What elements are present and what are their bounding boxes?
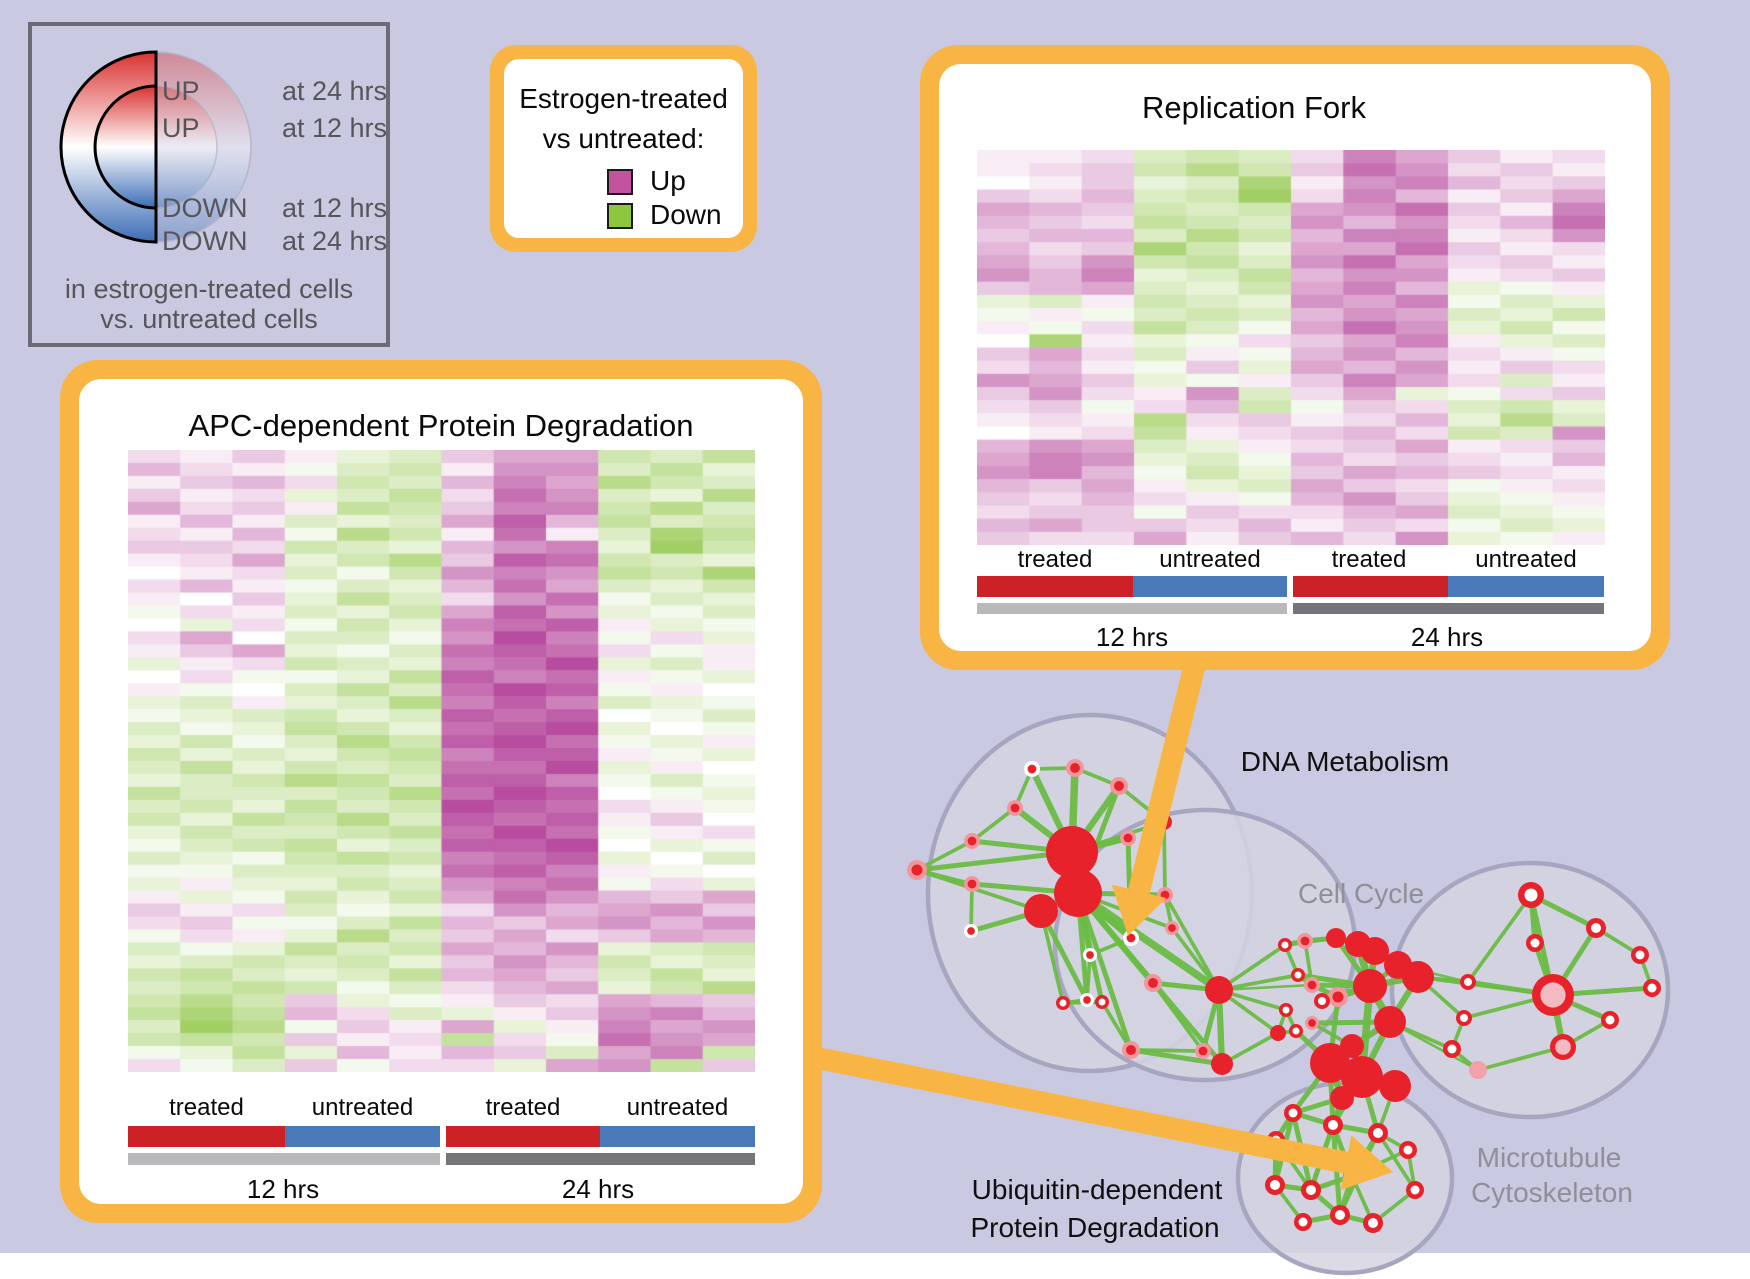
updown-legend-dir: DOWN — [162, 226, 248, 256]
estrogen-legend-box: Estrogen-treated vs untreated: Up Down — [490, 45, 757, 252]
apc-untreated-bar-12hrs — [285, 1126, 440, 1147]
rf-treated-bar-24hrs — [1293, 576, 1448, 597]
updown-legend-time: at 24 hrs — [281, 76, 387, 106]
estrogen-legend-inner: Estrogen-treated vs untreated: Up Down — [504, 59, 743, 238]
apc-group-label: treated — [485, 1094, 561, 1121]
apc-group-label: treated — [169, 1094, 244, 1121]
cluster-label-microtubule: Microtubule — [1476, 1142, 1622, 1173]
apc-title: APC-dependent Protein Degradation — [188, 408, 694, 443]
apc-heatmap — [128, 450, 755, 1072]
rf-24hrs-label: 24 hrs — [1410, 622, 1484, 652]
apc-12hrs-label: 12 hrs — [246, 1174, 320, 1204]
rf-untreated-bar-12hrs — [1133, 576, 1287, 597]
rf-group-label: treated — [1331, 546, 1407, 573]
updown-legend-time: at 24 hrs — [281, 226, 387, 256]
apc-group-label: untreated — [311, 1094, 414, 1121]
up-label: Up — [650, 165, 686, 196]
cluster-label-cytoskeleton: Cytoskeleton — [1471, 1177, 1633, 1208]
apc-group-label: untreated — [626, 1094, 729, 1121]
updown-legend-footer: vs. untreated cells — [100, 304, 318, 334]
down-label: Down — [650, 199, 722, 230]
updown-legend-dir: UP — [162, 76, 200, 106]
rf-12hrs-label: 12 hrs — [1095, 622, 1169, 652]
cluster-label-cell-cycle: Cell Cycle — [1297, 878, 1425, 909]
estrogen-legend-title: Estrogen-treated — [519, 83, 728, 114]
updown-legend-dir: UP — [162, 113, 200, 143]
rf-untreated-bar-24hrs — [1448, 576, 1604, 597]
apc-treated-bar-24hrs — [446, 1126, 600, 1147]
estrogen-legend-title: vs untreated: — [542, 123, 705, 154]
apc-24hrs-bar — [446, 1153, 755, 1165]
rf-12hrs-bar — [977, 603, 1287, 614]
updown-legend-time: at 12 hrs — [281, 193, 387, 223]
replication-fork-title: Replication Fork — [1142, 90, 1366, 125]
updown-legend-time: at 12 hrs — [281, 113, 387, 143]
apc-12hrs-bar — [128, 1153, 440, 1165]
rf-treated-bar-12hrs — [977, 576, 1133, 597]
updown-circles-graphic — [59, 50, 252, 244]
rf-group-label: untreated — [1159, 546, 1261, 573]
replication-fork-heatmap — [977, 150, 1605, 545]
cluster-label-dna-metabolism: DNA Metabolism — [1240, 746, 1450, 777]
updown-legend-footer: in estrogen-treated cells — [64, 274, 354, 304]
cluster-label-ubiquitin-line1: Ubiquitin-dependent — [971, 1174, 1223, 1205]
apc-untreated-bar-24hrs — [600, 1126, 755, 1147]
rf-group-label: untreated — [1475, 546, 1577, 573]
rf-24hrs-bar — [1293, 603, 1604, 614]
updown-legend-box: UP UP DOWN DOWN at 24 hrs at 12 hrs at 1… — [28, 22, 390, 347]
cluster-label-ubiquitin-line2: Protein Degradation — [970, 1212, 1220, 1243]
updown-legend-dir: DOWN — [162, 193, 248, 223]
up-color-swatch — [607, 169, 633, 195]
apc-24hrs-label: 24 hrs — [561, 1174, 635, 1204]
apc-treated-bar-12hrs — [128, 1126, 285, 1147]
rf-group-label: treated — [1017, 546, 1093, 573]
down-color-swatch — [607, 203, 633, 229]
